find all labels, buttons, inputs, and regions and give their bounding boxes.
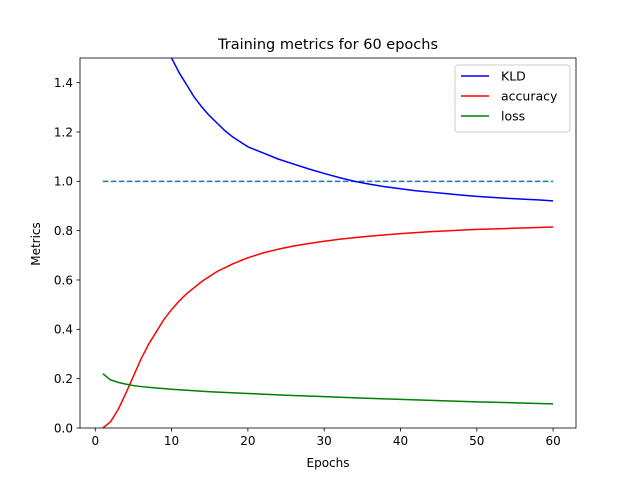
y-tick-label: 0.8 — [54, 224, 73, 238]
x-tick-label: 0 — [91, 434, 99, 448]
axes-frame — [79, 57, 577, 429]
series-line-loss — [102, 373, 554, 405]
x-tick-label: 50 — [469, 434, 484, 448]
x-tick-label: 20 — [240, 434, 255, 448]
series-line-kld — [170, 58, 554, 202]
y-tick-label: 1.0 — [54, 175, 73, 189]
y-tick-label: 0.4 — [54, 323, 73, 337]
legend-label-accuracy: accuracy — [501, 89, 558, 104]
y-tick-label: 0.0 — [54, 421, 73, 435]
x-tick-label: 10 — [164, 434, 179, 448]
x-tick-label: 40 — [393, 434, 408, 448]
x-axis-label: Epochs — [307, 456, 350, 470]
axes: 0 10 20 30 40 50 60 0.0 0.2 0.4 0.6 0.8 1.0 1.2 1.4 — [54, 57, 577, 448]
legend-label-loss: loss — [501, 109, 525, 124]
chart-title: Training metrics for 60 epochs — [217, 37, 438, 53]
x-tick-label: 60 — [545, 434, 560, 448]
y-tick-label: 1.2 — [54, 125, 73, 139]
plot-area — [102, 58, 554, 428]
y-tick-label: 0.2 — [54, 372, 73, 386]
series-line-accuracy — [102, 226, 554, 428]
y-tick-label: 0.6 — [54, 273, 73, 287]
y-tick-label: 1.4 — [54, 76, 73, 90]
x-tick-label: 30 — [317, 434, 332, 448]
legend: KLD accuracy loss — [454, 64, 571, 133]
legend-label-kld: KLD — [501, 69, 526, 84]
y-axis-label: Metrics — [29, 222, 43, 266]
plot-series-group — [102, 58, 554, 428]
